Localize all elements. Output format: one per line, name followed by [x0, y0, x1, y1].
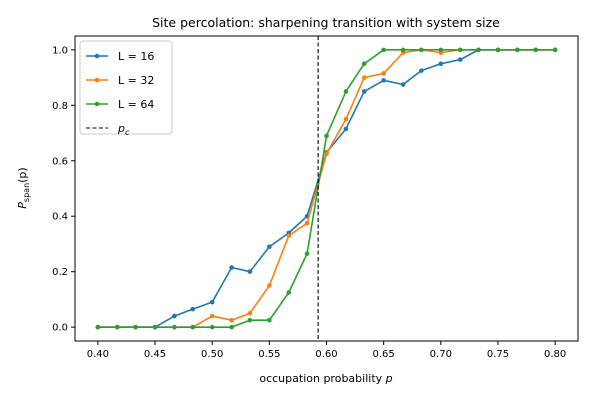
- y-axis-label-arg: (p): [16, 167, 29, 183]
- y-axis-label: Pspan(p): [16, 167, 31, 208]
- legend: L = 16 L = 32 L = 64 pc: [79, 40, 173, 137]
- data-point-l-64: [343, 89, 349, 94]
- y-axis-label-symbol: P: [16, 202, 29, 209]
- data-point-l-64: [172, 324, 177, 330]
- y-tick-label: 0.0: [52, 323, 68, 334]
- data-point-l-64: [247, 317, 253, 323]
- legend-marker-l-16: [94, 53, 100, 59]
- data-point-l-16: [247, 269, 253, 274]
- data-point-l-32: [229, 317, 234, 323]
- data-point-l-64: [552, 47, 558, 53]
- legend-label-critical: pc: [117, 122, 130, 137]
- data-point-l-16: [438, 61, 444, 67]
- data-point-l-64: [267, 317, 272, 323]
- data-point-l-64: [114, 324, 120, 330]
- data-point-l-64: [286, 290, 292, 295]
- legend-box: [79, 40, 173, 135]
- data-point-l-32: [286, 233, 292, 238]
- data-point-l-32: [324, 151, 329, 157]
- y-tick-label: 1.0: [52, 45, 68, 56]
- data-point-l-16: [400, 82, 406, 87]
- data-point-l-32: [381, 71, 386, 76]
- data-point-l-64: [495, 47, 501, 53]
- data-point-l-16: [361, 89, 367, 94]
- data-point-l-64: [361, 61, 367, 67]
- data-point-l-64: [476, 47, 481, 53]
- data-point-l-64: [515, 47, 520, 53]
- x-tick-label: 0.40: [87, 349, 109, 360]
- chart-title: Site percolation: sharpening transition …: [152, 15, 500, 30]
- x-tick-label: 0.80: [544, 349, 566, 360]
- data-point-l-16: [381, 78, 386, 83]
- y-tick-label: 0.8: [52, 101, 68, 112]
- x-tick-label: 0.75: [487, 349, 509, 360]
- data-point-l-64: [229, 324, 234, 330]
- x-axis-label: occupation probability p: [259, 372, 392, 385]
- y-tick-label: 0.4: [52, 212, 68, 223]
- data-point-l-64: [209, 324, 215, 330]
- legend-marker-l-64: [94, 101, 100, 107]
- data-point-l-32: [361, 75, 367, 80]
- data-point-l-16: [209, 299, 215, 305]
- data-point-l-16: [457, 57, 463, 62]
- data-point-l-64: [533, 47, 539, 53]
- data-point-l-16: [190, 306, 196, 312]
- x-tick-label: 0.50: [201, 349, 223, 360]
- data-point-l-64: [152, 324, 158, 330]
- legend-critical-subscript: c: [125, 128, 130, 137]
- y-tick-label: 0.6: [52, 156, 68, 167]
- data-point-l-64: [190, 324, 196, 330]
- x-tick-label: 0.55: [258, 349, 280, 360]
- data-point-l-32: [304, 220, 310, 226]
- data-point-l-64: [419, 47, 424, 53]
- x-axis-label-text: occupation probability: [259, 372, 385, 385]
- series-l-64: [95, 47, 558, 330]
- data-point-l-16: [172, 313, 177, 319]
- legend-label: L = 16: [118, 50, 154, 63]
- data-point-l-64: [324, 133, 329, 139]
- data-point-l-64: [304, 251, 310, 256]
- data-point-l-64: [381, 47, 386, 53]
- data-point-l-32: [247, 310, 253, 316]
- data-point-l-32: [267, 283, 272, 288]
- y-axis: 0.0 0.2 0.4 0.6 0.8 1.0: [52, 45, 75, 334]
- x-axis-label-symbol: p: [385, 372, 393, 385]
- data-point-l-64: [400, 47, 406, 53]
- legend-label: L = 64: [118, 98, 154, 111]
- data-point-l-64: [133, 324, 138, 330]
- data-point-l-64: [457, 47, 463, 53]
- legend-critical-symbol: p: [117, 122, 125, 135]
- y-axis-label-subscript: span: [22, 183, 31, 202]
- legend-marker-l-32: [94, 77, 100, 83]
- x-tick-label: 0.65: [373, 349, 395, 360]
- data-point-l-32: [209, 313, 215, 319]
- x-tick-label: 0.70: [430, 349, 452, 360]
- data-point-l-16: [343, 126, 349, 132]
- y-tick-label: 0.2: [52, 267, 68, 278]
- data-point-l-32: [343, 116, 349, 122]
- data-point-l-16: [229, 265, 234, 270]
- data-point-l-64: [438, 47, 444, 53]
- x-tick-label: 0.45: [144, 349, 166, 360]
- x-tick-label: 0.60: [315, 349, 337, 360]
- data-point-l-64: [95, 324, 101, 330]
- x-axis: 0.40 0.45 0.50 0.55 0.60 0.65 0.70 0.75 0.80: [87, 341, 566, 360]
- legend-label: L = 32: [118, 74, 154, 87]
- plot-area: [95, 36, 558, 341]
- data-point-l-16: [419, 68, 424, 73]
- data-point-l-16: [267, 244, 272, 250]
